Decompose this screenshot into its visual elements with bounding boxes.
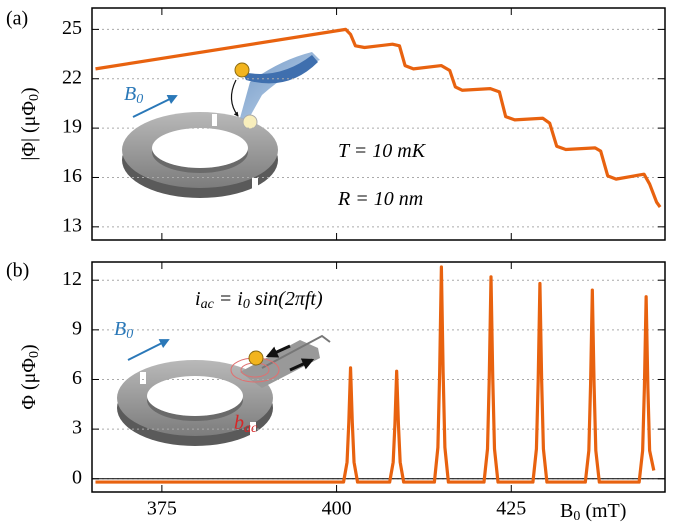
subscript: 0 — [126, 327, 133, 342]
subscript: 0 — [573, 509, 580, 524]
annotation: bac — [234, 412, 258, 437]
text-part: (mT) — [580, 500, 626, 522]
x-axis-label: B0 (mT) — [560, 500, 626, 525]
text-part: b — [234, 412, 244, 434]
panel-label: (a) — [6, 8, 28, 30]
subscript: 0 — [136, 92, 143, 107]
text-part: B — [114, 318, 126, 340]
text-part: ) — [18, 87, 40, 94]
subscript: ac — [244, 421, 258, 436]
text-part: R = 10 nm — [337, 188, 423, 210]
y-tick-label: 16 — [62, 165, 82, 187]
data-line — [95, 265, 656, 484]
text-part: = i — [214, 288, 243, 310]
annotation: B0 — [114, 318, 133, 343]
text-part: B — [560, 500, 573, 522]
subscript: 0 — [27, 94, 42, 101]
y-tick-label: 25 — [62, 17, 82, 39]
annotation: iac = i0 sin(2πft) — [195, 288, 323, 313]
text-part: B — [124, 83, 136, 105]
y-tick-label: 9 — [72, 317, 82, 339]
subscript: 0 — [27, 351, 42, 358]
text-part: i — [195, 288, 201, 310]
data-line — [95, 27, 662, 209]
text-part: sin(2πft) — [250, 288, 323, 310]
text-part: Φ (μΦ — [18, 358, 40, 410]
plot-frame — [91, 261, 666, 493]
y-tick-label: 6 — [72, 367, 82, 389]
x-tick-label: 400 — [322, 498, 352, 520]
annotation: R = 10 nm — [337, 188, 423, 210]
annotation: B0 — [124, 83, 143, 108]
y-axis-label: Φ (μΦ0) — [18, 344, 43, 409]
x-tick-label: 375 — [147, 498, 177, 520]
y-tick-label: 0 — [72, 466, 82, 488]
y-tick-label: 13 — [62, 214, 82, 236]
y-tick-label: 3 — [72, 417, 82, 439]
text-part: ) — [18, 344, 40, 351]
text-part: T = 10 mK — [338, 140, 427, 162]
panel-label: (b) — [6, 260, 29, 282]
plot-frame — [91, 7, 666, 241]
annotation: T = 10 mK — [338, 140, 427, 162]
y-tick-label: 12 — [62, 268, 82, 290]
y-axis-label: |Φ| (μΦ0) — [18, 87, 43, 160]
subscript: ac — [201, 297, 215, 312]
x-tick-label: 425 — [496, 498, 526, 520]
y-tick-label: 22 — [62, 66, 82, 88]
subscript: 0 — [243, 297, 250, 312]
text-part: |Φ| (μΦ — [18, 101, 40, 161]
illustration-a — [122, 52, 320, 198]
y-tick-label: 19 — [62, 116, 82, 138]
